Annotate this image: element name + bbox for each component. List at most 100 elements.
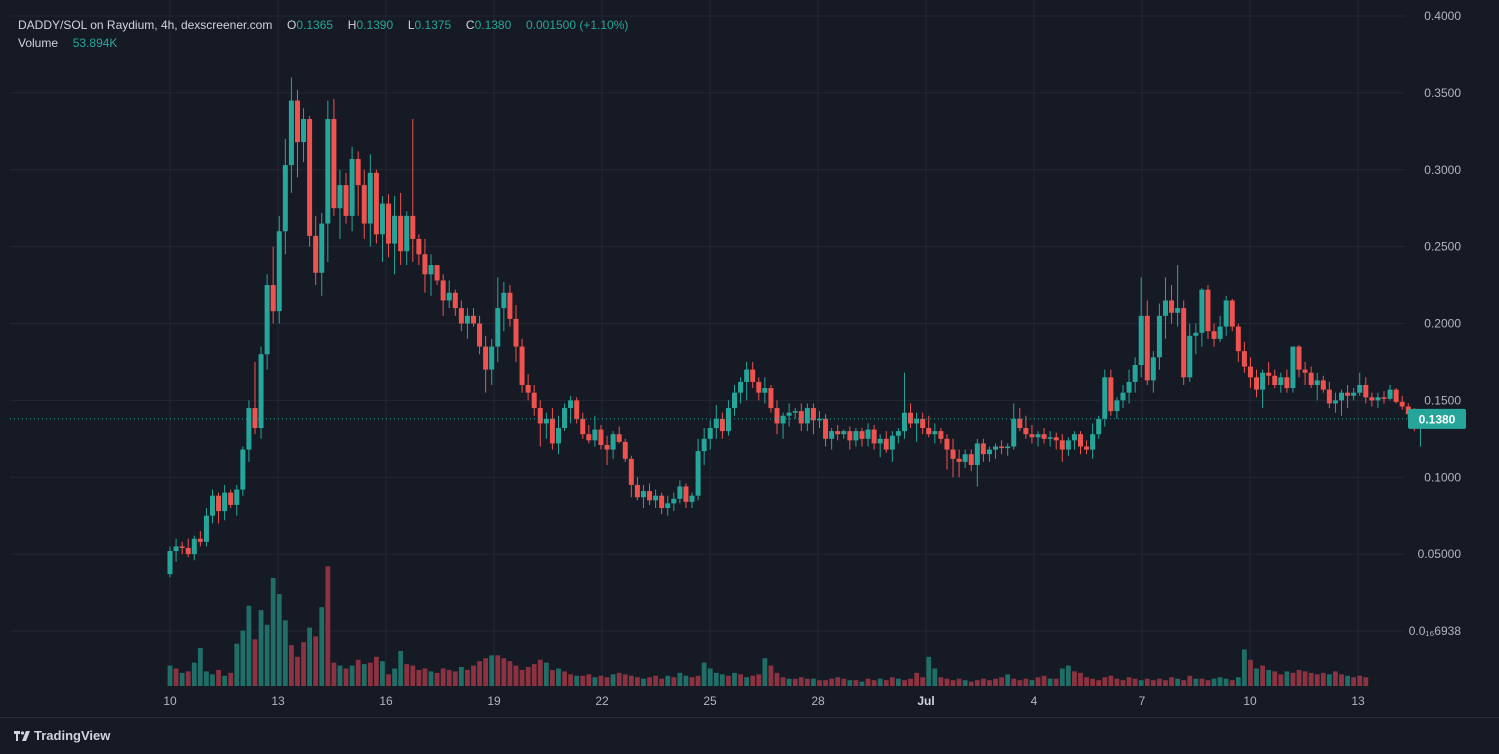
volume-bar	[974, 680, 980, 686]
candle	[986, 446, 992, 462]
candle-body	[1387, 389, 1393, 399]
candle-body	[252, 408, 258, 429]
volume-bar	[780, 677, 786, 686]
tradingview-brand[interactable]: TradingView	[14, 728, 110, 743]
candle-body	[501, 292, 507, 309]
volume-bar	[865, 678, 871, 686]
volume-bar	[1333, 671, 1338, 686]
candle	[234, 484, 240, 516]
candle-body	[410, 215, 416, 239]
candle	[1071, 431, 1077, 450]
volume-bar	[1023, 678, 1029, 686]
volume-bar	[556, 668, 561, 686]
candle-body	[458, 308, 464, 324]
volume-bar	[829, 678, 835, 686]
volume-bar	[1163, 680, 1168, 686]
x-tick-label: 25	[703, 694, 717, 708]
volume-bars	[167, 566, 1369, 686]
volume-bar	[604, 677, 610, 686]
candle	[1345, 385, 1351, 409]
candle-body	[464, 315, 470, 324]
volume-bar	[847, 680, 853, 686]
candle-body	[246, 408, 252, 450]
price-axis[interactable]: 0.4000 0.3500 0.3000 0.2500 0.2000 0.1500 0.10…	[1409, 9, 1462, 638]
candle	[404, 211, 410, 266]
candle-body	[428, 265, 434, 275]
candle-body	[1363, 385, 1369, 398]
volume-bar	[859, 681, 865, 686]
candle-body	[1345, 392, 1351, 396]
candle	[191, 535, 197, 561]
candle	[1035, 431, 1041, 447]
candle	[1120, 385, 1126, 409]
candle-body	[883, 438, 889, 450]
close-value: 0.1380	[474, 18, 512, 32]
candle	[264, 274, 270, 370]
volume-bar	[798, 677, 804, 686]
candle	[325, 100, 331, 262]
candle	[446, 280, 452, 309]
candle	[209, 489, 215, 524]
candle-body	[738, 381, 744, 393]
candle	[1399, 395, 1405, 410]
candle	[792, 408, 798, 419]
volume-bar	[483, 658, 489, 686]
candle	[1102, 369, 1108, 427]
candle-body	[622, 441, 628, 459]
candle-body	[786, 412, 792, 416]
candle-body	[294, 100, 300, 143]
volume-bar	[944, 678, 950, 686]
volume-bar	[659, 678, 665, 686]
candle-body	[337, 185, 343, 209]
volume-bar	[185, 671, 191, 686]
volume-bar	[707, 668, 713, 686]
volume-bar	[398, 650, 404, 686]
candle	[373, 169, 379, 244]
candle-body	[1138, 315, 1144, 366]
candle-body	[671, 498, 677, 504]
volume-bar	[738, 674, 743, 686]
candle-body	[519, 346, 525, 385]
candle	[926, 415, 932, 438]
candle	[780, 412, 786, 439]
volume-bar	[228, 672, 234, 686]
candle-body	[191, 538, 197, 555]
candle-body	[301, 119, 307, 143]
candle-body	[471, 315, 476, 324]
chart-grid	[10, 0, 1405, 686]
high-label: H	[347, 18, 357, 32]
volume-bar	[307, 627, 313, 686]
candle	[598, 424, 604, 450]
candle-body	[1302, 369, 1308, 373]
candle	[950, 438, 956, 478]
candle	[507, 285, 513, 327]
volume-bar	[762, 658, 768, 686]
candle-body	[1399, 401, 1405, 407]
candle-body	[446, 292, 452, 301]
volume-bar	[610, 674, 616, 686]
candle	[695, 438, 701, 501]
candle	[464, 308, 470, 339]
candle	[962, 449, 968, 469]
time-axis[interactable]: 10 13 16 19 22 25 28 Jul 4 7 10 13	[163, 694, 1365, 708]
candle-body	[1096, 418, 1102, 435]
volume-bar	[853, 680, 859, 686]
candle	[452, 289, 458, 316]
volume-bar	[422, 668, 428, 686]
candle-body	[1035, 434, 1041, 438]
candle	[379, 195, 385, 262]
candle	[434, 265, 440, 286]
volume-bar	[1047, 678, 1053, 686]
candle	[1290, 346, 1296, 393]
volume-bar	[993, 678, 998, 686]
candle-body	[653, 495, 659, 501]
candle-body	[926, 428, 932, 435]
candle-body	[847, 431, 853, 441]
price-chart[interactable]: 0.4000 0.3500 0.3000 0.2500 0.2000 0.1500 0.10…	[0, 0, 1499, 717]
candle-body	[1272, 375, 1278, 385]
tradingview-logo-icon	[14, 730, 30, 741]
volume-bar	[932, 668, 938, 686]
volume-bar	[501, 658, 507, 686]
candle-body	[665, 503, 671, 508]
volume-bar	[550, 669, 555, 686]
